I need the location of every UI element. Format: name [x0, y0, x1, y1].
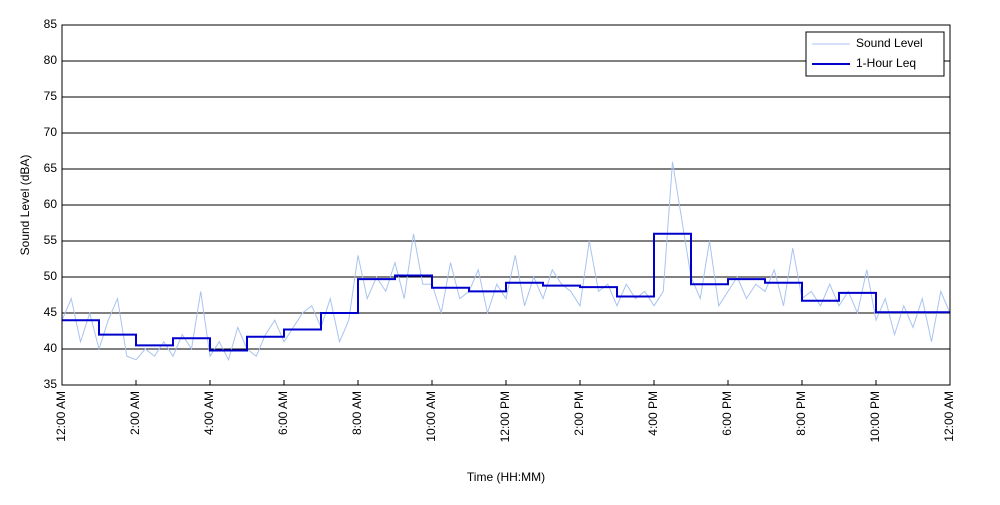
x-axis-label: Time (HH:MM)	[467, 470, 545, 484]
x-tick-label: 4:00 PM	[646, 391, 660, 436]
x-tick-label: 4:00 AM	[202, 391, 216, 435]
x-tick-label: 8:00 AM	[350, 391, 364, 435]
y-tick-label: 55	[44, 233, 58, 247]
x-tick-label: 2:00 AM	[128, 391, 142, 435]
y-tick-label: 45	[44, 305, 58, 319]
y-tick-label: 40	[44, 341, 58, 355]
y-tick-label: 60	[44, 197, 58, 211]
x-tick-label: 6:00 AM	[276, 391, 290, 435]
y-tick-label: 35	[44, 377, 58, 391]
y-axis-label: Sound Level (dBA)	[18, 155, 32, 256]
x-tick-label: 12:00 AM	[54, 391, 68, 442]
y-tick-label: 65	[44, 161, 58, 175]
plot-frame	[61, 24, 951, 386]
legend-label: Sound Level	[856, 36, 923, 50]
y-tick-label: 80	[44, 53, 58, 67]
x-tick-label: 6:00 PM	[720, 391, 734, 436]
x-tick-label: 10:00 AM	[424, 391, 438, 442]
y-tick-label: 50	[44, 269, 58, 283]
legend-label: 1-Hour Leq	[856, 56, 916, 70]
y-tick-label: 85	[44, 17, 58, 31]
x-tick-label: 10:00 PM	[868, 391, 882, 442]
legend-box	[805, 31, 945, 77]
y-tick-label: 75	[44, 89, 58, 103]
step-line	[62, 232, 950, 352]
x-tick-label: 8:00 PM	[794, 391, 808, 436]
x-tick-label: 12:00 AM	[942, 391, 956, 442]
x-tick-label: 2:00 PM	[572, 391, 586, 436]
x-tick-label: 12:00 PM	[498, 391, 512, 442]
y-tick-label: 70	[44, 125, 58, 139]
